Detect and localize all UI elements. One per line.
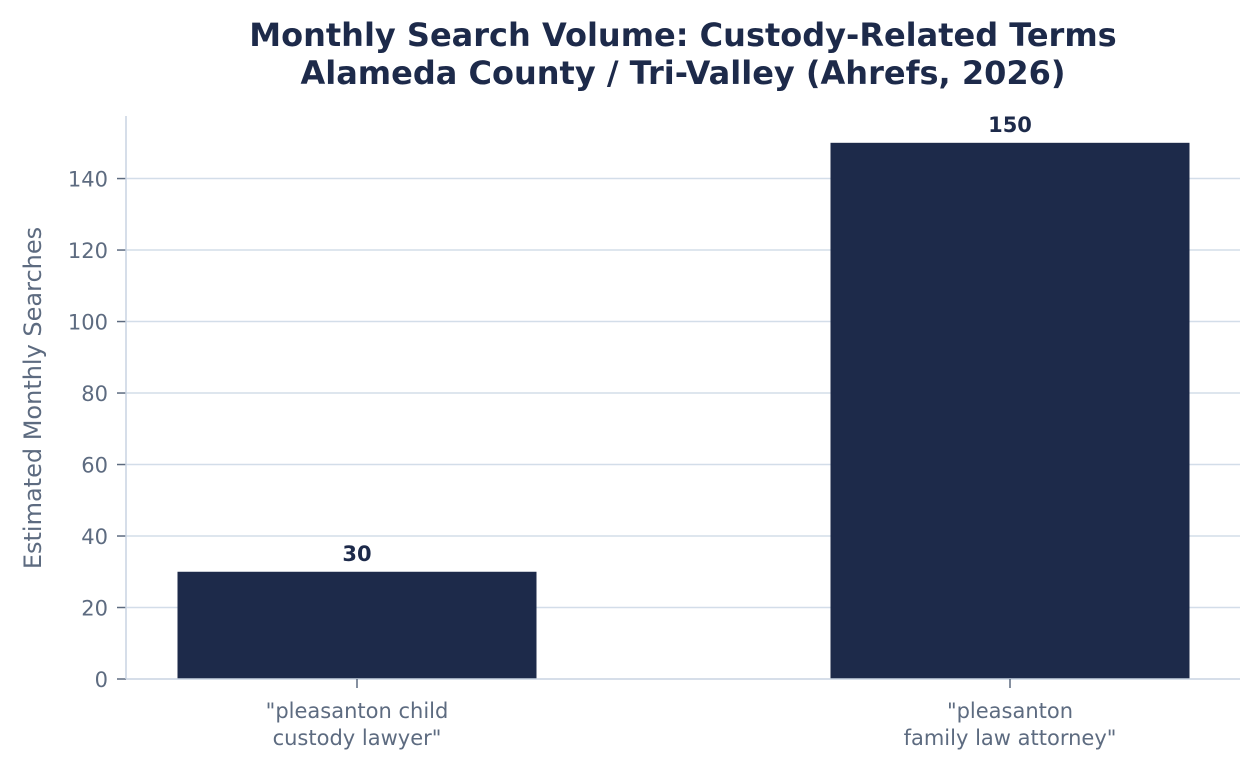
y-axis-label: Estimated Monthly Searches	[19, 227, 47, 569]
x-tick-label: "pleasanton child	[266, 699, 449, 723]
y-tick-label: 20	[81, 597, 108, 621]
x-tick-label: family law attorney"	[904, 726, 1117, 750]
grid-lines	[126, 177, 1240, 609]
bar	[830, 142, 1190, 680]
labels: 0 20 40 60 80 100 120 140 30 "pleasanton child cus…	[68, 113, 1117, 750]
y-tick-label: 120	[68, 239, 108, 263]
data-label: 150	[988, 113, 1032, 137]
y-tick-label: 60	[81, 454, 108, 478]
chart-title-line-2: Alameda County / Tri-Valley (Ahrefs, 202…	[300, 54, 1065, 92]
y-tick-label: 140	[68, 168, 108, 192]
data-label: 30	[342, 542, 371, 566]
x-tick-label: custody lawyer"	[273, 726, 442, 750]
x-tick-label: "pleasanton	[947, 699, 1073, 723]
bars	[177, 142, 1190, 680]
axes	[117, 116, 1240, 688]
y-tick-label: 40	[81, 525, 108, 549]
y-tick-label: 0	[95, 668, 108, 692]
y-tick-label: 100	[68, 311, 108, 335]
chart-title-line-1: Monthly Search Volume: Custody-Related T…	[249, 16, 1116, 54]
y-tick-label: 80	[81, 382, 108, 406]
bar	[177, 571, 537, 679]
